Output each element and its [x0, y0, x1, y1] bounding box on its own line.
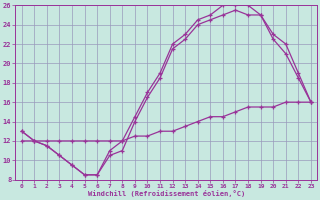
X-axis label: Windchill (Refroidissement éolien,°C): Windchill (Refroidissement éolien,°C): [88, 190, 245, 197]
